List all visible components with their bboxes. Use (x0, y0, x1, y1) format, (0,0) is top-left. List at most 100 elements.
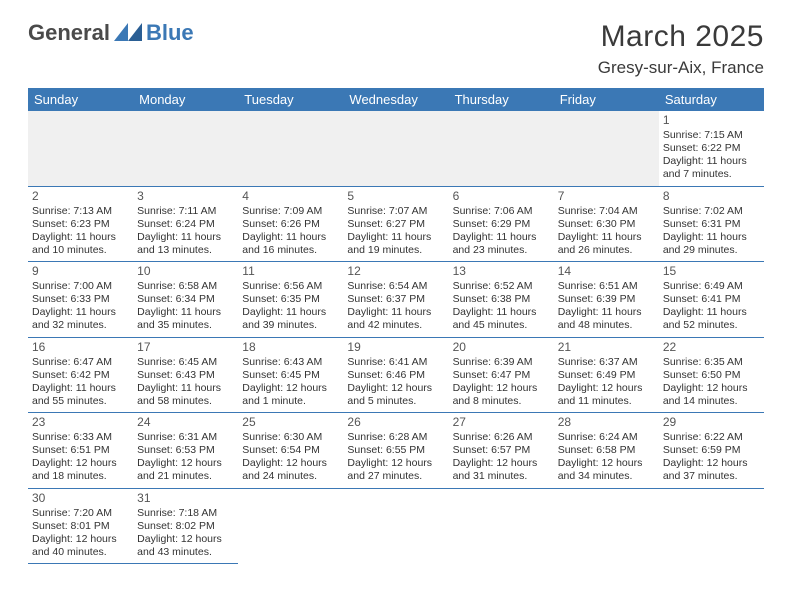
daylight-line: Daylight: 12 hours and 34 minutes. (558, 457, 655, 483)
day-cell: 23Sunrise: 6:33 AMSunset: 6:51 PMDayligh… (28, 413, 133, 489)
day-number: 20 (453, 340, 550, 355)
daylight-line: Daylight: 12 hours and 8 minutes. (453, 382, 550, 408)
weekday-header: Monday (133, 88, 238, 111)
day-cell: 30Sunrise: 7:20 AMSunset: 8:01 PMDayligh… (28, 488, 133, 564)
day-cell: 28Sunrise: 6:24 AMSunset: 6:58 PMDayligh… (554, 413, 659, 489)
weekday-header: Thursday (449, 88, 554, 111)
empty-cell (449, 488, 554, 564)
daylight-line: Daylight: 11 hours and 45 minutes. (453, 306, 550, 332)
title-block: March 2025 Gresy-sur-Aix, France (598, 20, 764, 78)
day-number: 31 (137, 491, 234, 506)
sunset-line: Sunset: 6:39 PM (558, 293, 655, 306)
day-number: 7 (558, 189, 655, 204)
sunrise-line: Sunrise: 6:30 AM (242, 431, 339, 444)
day-cell: 26Sunrise: 6:28 AMSunset: 6:55 PMDayligh… (343, 413, 448, 489)
day-cell: 16Sunrise: 6:47 AMSunset: 6:42 PMDayligh… (28, 337, 133, 413)
day-cell: 20Sunrise: 6:39 AMSunset: 6:47 PMDayligh… (449, 337, 554, 413)
sunset-line: Sunset: 8:02 PM (137, 520, 234, 533)
day-cell: 4Sunrise: 7:09 AMSunset: 6:26 PMDaylight… (238, 186, 343, 262)
daylight-line: Daylight: 11 hours and 29 minutes. (663, 231, 760, 257)
sunset-line: Sunset: 6:42 PM (32, 369, 129, 382)
empty-cell (554, 111, 659, 186)
sunset-line: Sunset: 6:59 PM (663, 444, 760, 457)
daylight-line: Daylight: 11 hours and 7 minutes. (663, 155, 760, 181)
daylight-line: Daylight: 12 hours and 37 minutes. (663, 457, 760, 483)
sunrise-line: Sunrise: 7:18 AM (137, 507, 234, 520)
day-cell: 7Sunrise: 7:04 AMSunset: 6:30 PMDaylight… (554, 186, 659, 262)
sunrise-line: Sunrise: 7:00 AM (32, 280, 129, 293)
calendar-header-row: SundayMondayTuesdayWednesdayThursdayFrid… (28, 88, 764, 111)
day-number: 5 (347, 189, 444, 204)
day-cell: 13Sunrise: 6:52 AMSunset: 6:38 PMDayligh… (449, 262, 554, 338)
weekday-header: Wednesday (343, 88, 448, 111)
day-number: 22 (663, 340, 760, 355)
day-number: 28 (558, 415, 655, 430)
logo-text-general: General (28, 20, 110, 46)
sunset-line: Sunset: 6:49 PM (558, 369, 655, 382)
empty-cell (133, 111, 238, 186)
sunrise-line: Sunrise: 6:47 AM (32, 356, 129, 369)
calendar-row: 16Sunrise: 6:47 AMSunset: 6:42 PMDayligh… (28, 337, 764, 413)
day-number: 8 (663, 189, 760, 204)
sunset-line: Sunset: 6:24 PM (137, 218, 234, 231)
daylight-line: Daylight: 12 hours and 24 minutes. (242, 457, 339, 483)
day-cell: 31Sunrise: 7:18 AMSunset: 8:02 PMDayligh… (133, 488, 238, 564)
empty-cell (659, 488, 764, 564)
daylight-line: Daylight: 12 hours and 18 minutes. (32, 457, 129, 483)
day-number: 4 (242, 189, 339, 204)
sunrise-line: Sunrise: 7:15 AM (663, 129, 760, 142)
empty-cell (449, 111, 554, 186)
sunset-line: Sunset: 6:23 PM (32, 218, 129, 231)
daylight-line: Daylight: 11 hours and 16 minutes. (242, 231, 339, 257)
calendar-table: SundayMondayTuesdayWednesdayThursdayFrid… (28, 88, 764, 564)
sunset-line: Sunset: 6:57 PM (453, 444, 550, 457)
logo: General Blue (28, 20, 194, 46)
sunrise-line: Sunrise: 6:56 AM (242, 280, 339, 293)
day-number: 25 (242, 415, 339, 430)
sunrise-line: Sunrise: 7:13 AM (32, 205, 129, 218)
day-cell: 3Sunrise: 7:11 AMSunset: 6:24 PMDaylight… (133, 186, 238, 262)
day-number: 1 (663, 113, 760, 128)
day-number: 11 (242, 264, 339, 279)
sunrise-line: Sunrise: 6:49 AM (663, 280, 760, 293)
daylight-line: Daylight: 11 hours and 32 minutes. (32, 306, 129, 332)
sunrise-line: Sunrise: 6:35 AM (663, 356, 760, 369)
daylight-line: Daylight: 12 hours and 31 minutes. (453, 457, 550, 483)
sunset-line: Sunset: 6:37 PM (347, 293, 444, 306)
day-cell: 1Sunrise: 7:15 AMSunset: 6:22 PMDaylight… (659, 111, 764, 186)
sunset-line: Sunset: 6:33 PM (32, 293, 129, 306)
sunrise-line: Sunrise: 7:11 AM (137, 205, 234, 218)
sunrise-line: Sunrise: 7:06 AM (453, 205, 550, 218)
empty-cell (238, 488, 343, 564)
day-number: 10 (137, 264, 234, 279)
day-cell: 14Sunrise: 6:51 AMSunset: 6:39 PMDayligh… (554, 262, 659, 338)
sunset-line: Sunset: 6:29 PM (453, 218, 550, 231)
empty-cell (343, 111, 448, 186)
daylight-line: Daylight: 11 hours and 19 minutes. (347, 231, 444, 257)
sunset-line: Sunset: 8:01 PM (32, 520, 129, 533)
day-cell: 11Sunrise: 6:56 AMSunset: 6:35 PMDayligh… (238, 262, 343, 338)
sunrise-line: Sunrise: 6:28 AM (347, 431, 444, 444)
daylight-line: Daylight: 11 hours and 48 minutes. (558, 306, 655, 332)
daylight-line: Daylight: 11 hours and 10 minutes. (32, 231, 129, 257)
sunrise-line: Sunrise: 6:58 AM (137, 280, 234, 293)
day-number: 12 (347, 264, 444, 279)
daylight-line: Daylight: 12 hours and 40 minutes. (32, 533, 129, 559)
calendar-row: 30Sunrise: 7:20 AMSunset: 8:01 PMDayligh… (28, 488, 764, 564)
sunset-line: Sunset: 6:50 PM (663, 369, 760, 382)
sunrise-line: Sunrise: 6:39 AM (453, 356, 550, 369)
sunset-line: Sunset: 6:58 PM (558, 444, 655, 457)
daylight-line: Daylight: 12 hours and 14 minutes. (663, 382, 760, 408)
daylight-line: Daylight: 11 hours and 55 minutes. (32, 382, 129, 408)
sunrise-line: Sunrise: 6:54 AM (347, 280, 444, 293)
sunrise-line: Sunrise: 7:04 AM (558, 205, 655, 218)
sunrise-line: Sunrise: 7:20 AM (32, 507, 129, 520)
sunset-line: Sunset: 6:51 PM (32, 444, 129, 457)
daylight-line: Daylight: 12 hours and 43 minutes. (137, 533, 234, 559)
sunset-line: Sunset: 6:54 PM (242, 444, 339, 457)
day-cell: 10Sunrise: 6:58 AMSunset: 6:34 PMDayligh… (133, 262, 238, 338)
day-number: 23 (32, 415, 129, 430)
daylight-line: Daylight: 12 hours and 27 minutes. (347, 457, 444, 483)
daylight-line: Daylight: 11 hours and 23 minutes. (453, 231, 550, 257)
sunrise-line: Sunrise: 6:24 AM (558, 431, 655, 444)
